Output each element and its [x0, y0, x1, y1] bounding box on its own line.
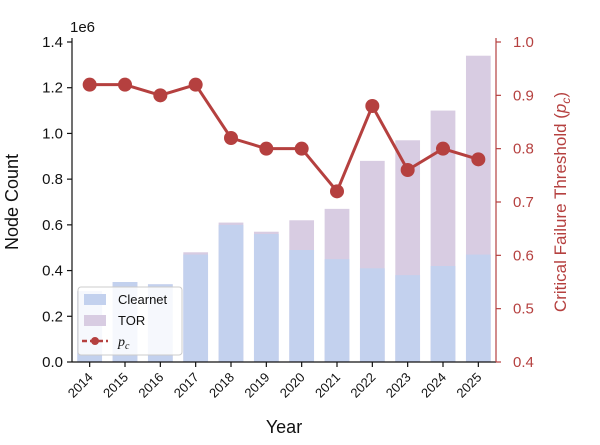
y-tick-label: 0.6: [42, 217, 63, 234]
pc-point-2015: [118, 77, 132, 92]
y-right-tick-label: 0.5: [513, 301, 534, 318]
x-tick-label: 2022: [347, 370, 378, 401]
y-right-tick-label: 0.9: [513, 87, 534, 104]
clearnet-bar-2018: [218, 224, 244, 362]
y-tick-label: 0.0: [42, 354, 63, 371]
pc-line-layer: [82, 77, 486, 199]
x-tick-label: 2015: [100, 370, 131, 401]
legend-clearnet-swatch: [84, 294, 106, 305]
pc-point-2017: [188, 77, 203, 92]
clearnet-bar-2025: [465, 254, 491, 362]
y-tick-label: 0.4: [42, 263, 63, 280]
pc-point-2022: [365, 99, 380, 113]
legend-clearnet-label: Clearnet: [118, 292, 168, 307]
y-right-tick-label: 0.6: [513, 247, 534, 264]
x-axis-title: Year: [266, 417, 302, 437]
y-axis-title: Node Count: [2, 154, 22, 250]
y-tick-label: 1.4: [42, 34, 63, 51]
x-tick-label: 2024: [418, 370, 449, 401]
y-offset-label: 1e6: [70, 19, 95, 36]
y-right-tick-label: 0.4: [513, 354, 534, 371]
clearnet-bar-2022: [359, 268, 385, 362]
legend: Clearnet TOR pc: [77, 286, 183, 356]
x-tick-label: 2020: [277, 370, 308, 401]
clearnet-bar-2017: [183, 254, 209, 362]
legend-tor-label: TOR: [118, 313, 145, 328]
pc-line: [89, 83, 479, 193]
pc-point-2023: [400, 163, 415, 177]
y-right-tick-label: 0.7: [513, 194, 534, 211]
x-tick-label: 2019: [241, 370, 272, 401]
y-tick-label: 1.0: [42, 125, 63, 142]
x-tick-label: 2014: [65, 370, 96, 401]
y-right-tick-label: 1.0: [513, 34, 534, 51]
clearnet-bar-2021: [324, 259, 350, 362]
clearnet-bar-2024: [430, 266, 456, 362]
legend-pc-marker: [91, 337, 99, 345]
y-right-axis-title: Critical Failure Threshold (pc): [551, 92, 573, 312]
clearnet-bar-2023: [395, 275, 421, 362]
y-tick-label: 0.2: [42, 308, 63, 325]
pc-point-2024: [436, 141, 450, 156]
pc-point-2016: [153, 88, 168, 103]
pc-point-2014: [82, 77, 97, 92]
pc-point-2020: [294, 141, 309, 156]
x-tick-label: 2017: [171, 370, 202, 401]
pc-point-2025: [471, 152, 486, 167]
clearnet-bar-2019: [253, 234, 279, 362]
x-tick-label: 2025: [453, 370, 484, 401]
pc-point-2018: [224, 131, 238, 145]
legend-pc-label: pc: [117, 335, 130, 352]
x-tick-label: 2021: [312, 370, 343, 401]
x-tick-label: 2018: [206, 370, 237, 401]
legend-tor-swatch: [84, 315, 106, 326]
y-tick-label: 1.2: [42, 80, 63, 97]
pc-point-2021: [330, 184, 344, 199]
x-tick-label: 2016: [135, 370, 166, 401]
x-tick-label: 2023: [383, 370, 414, 401]
pc-point-2019: [259, 141, 274, 156]
clearnet-bar-2020: [289, 250, 315, 362]
y-right-tick-label: 0.8: [513, 141, 534, 158]
y-tick-label: 0.8: [42, 171, 63, 188]
